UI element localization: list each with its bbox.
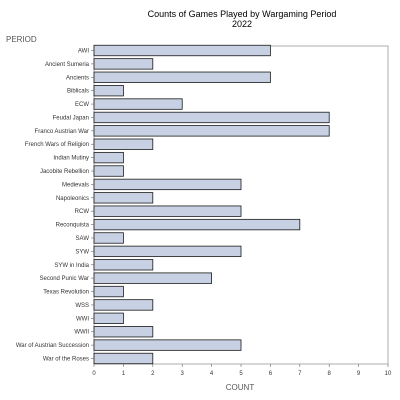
y-tick-label: French Wars of Religion [25, 142, 89, 148]
y-tick-label: Medievals [62, 182, 89, 188]
y-tick-label: Biblicals [67, 89, 89, 95]
bar-ancients [93, 71, 271, 83]
bar-ecw [93, 98, 183, 110]
x-tick-label: 0 [92, 371, 96, 377]
bar-french-wars-of-religion [93, 138, 154, 150]
chart-subtitle: 2022 [232, 19, 252, 29]
x-tick-label: 5 [239, 371, 243, 377]
x-tick-label: 7 [298, 371, 302, 377]
bar-syw [93, 245, 242, 258]
bar-wwi [93, 312, 124, 324]
bar-rcw [93, 205, 242, 217]
y-tick-label: SYW [75, 249, 89, 255]
x-tick-label: 6 [269, 371, 273, 377]
y-tick-label: AWI [78, 49, 89, 55]
bar-saw [93, 232, 124, 244]
y-tick-label: Texas Revolution [43, 290, 89, 296]
y-tick-label: Jacobite Rebellion [40, 169, 89, 175]
x-tick-label: 10 [385, 371, 392, 377]
bar-awi [93, 44, 271, 57]
y-tick-label: SYW in India [54, 263, 89, 269]
bar-wss [93, 299, 154, 311]
y-tick-label: WWI [76, 316, 89, 322]
y-tick-label: SAW [76, 236, 90, 242]
bar-feudal-japan [93, 111, 330, 124]
y-tick-label: WWII [74, 330, 89, 336]
chart-title: Counts of Games Played by Wargaming Peri… [148, 9, 337, 19]
bar-franco-austrian-war [93, 125, 330, 137]
x-tick-label: 9 [357, 371, 361, 377]
bar-reconquista [93, 218, 301, 231]
y-tick-label: Reconquista [56, 223, 90, 229]
bar-biblicals [93, 85, 124, 97]
y-tick-label: Indian Mutiny [53, 156, 89, 162]
y-tick-label: Second Punic War [40, 276, 89, 282]
bar-texas-revolution [93, 285, 124, 298]
y-tick-label: War of the Roses [43, 357, 89, 363]
bar-ancient-sumeria [93, 58, 154, 70]
y-tick-label: RCW [75, 209, 90, 215]
bar-medievals [93, 178, 242, 191]
y-axis-label: PERIOD [6, 35, 37, 44]
x-tick-label: 8 [328, 371, 332, 377]
bar-syw-in-india [93, 259, 154, 271]
y-tick-label: War of Austrian Succession [16, 343, 89, 349]
y-tick-label: WSS [75, 303, 89, 309]
x-tick-label: 1 [122, 371, 126, 377]
bar-indian-mutiny [93, 151, 124, 164]
bar-jacobite-rebellion [93, 165, 124, 177]
x-axis-label: COUNT [226, 383, 255, 392]
bar-wwii [93, 326, 154, 338]
x-tick-label: 4 [210, 371, 214, 377]
y-tick-label: Ancient Sumeria [45, 62, 90, 68]
x-tick-label: 2 [151, 371, 155, 377]
bar-napoleonics [93, 192, 154, 204]
bar-war-of-austrian-succession [93, 339, 242, 351]
y-tick-label: Feudal Japan [53, 115, 89, 121]
y-tick-label: Napoleonics [56, 196, 89, 202]
bar-second-punic-war [93, 272, 212, 284]
y-tick-label: Franco Austrian War [35, 129, 89, 135]
y-tick-label: Ancients [66, 75, 89, 81]
plot-frame [93, 45, 389, 365]
bar-war-of-the-roses [93, 352, 154, 365]
x-tick-label: 3 [181, 371, 185, 377]
y-tick-label: ECW [75, 102, 89, 108]
